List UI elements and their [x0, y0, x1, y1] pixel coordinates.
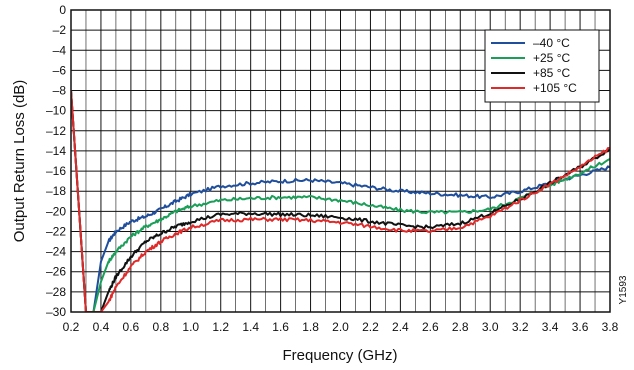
x-tick-label: 3.8	[602, 320, 619, 334]
y-tick-label: 0	[59, 3, 66, 17]
y-tick-label: –2	[53, 23, 67, 37]
y-tick-label: –12	[46, 124, 66, 138]
x-tick-label: 1.0	[182, 320, 199, 334]
y-tick-label: –18	[46, 184, 66, 198]
y-tick-label: –4	[53, 43, 67, 57]
y-tick-label: –6	[53, 63, 67, 77]
x-tick-label: 2.0	[332, 320, 349, 334]
x-tick-label: 0.6	[123, 320, 140, 334]
y-axis-ticks: 0 –2 –4 –6 –8 –10 –12 –14 –16 –18 –20 –22 –24 –26 –28 –…	[46, 3, 66, 319]
plot-frame	[70, 9, 611, 313]
legend-label: –40 °C	[533, 36, 570, 50]
legend-label: +25 °C	[533, 51, 570, 65]
x-axis-label: Frequency (GHz)	[282, 347, 397, 364]
x-tick-label: 1.6	[272, 320, 289, 334]
x-tick-label: 1.2	[212, 320, 229, 334]
y-tick-label: –8	[53, 84, 67, 98]
grid	[70, 9, 611, 313]
x-tick-label: 1.8	[302, 320, 319, 334]
y-tick-label: –30	[46, 305, 66, 319]
x-tick-label: 0.2	[63, 320, 80, 334]
y-tick-label: –16	[46, 164, 66, 178]
x-tick-label: 3.4	[542, 320, 559, 334]
y-tick-label: –26	[46, 265, 66, 279]
legend: –40 °C+25 °C+85 °C+105 °C	[484, 29, 600, 103]
x-tick-label: 2.4	[392, 320, 409, 334]
y-tick-label: –14	[46, 144, 66, 158]
series-line-1	[71, 90, 610, 312]
series-lines	[71, 90, 610, 312]
x-tick-label: 0.4	[93, 320, 110, 334]
y-axis-label: Output Return Loss (dB)	[11, 80, 28, 243]
x-tick-label: 3.6	[572, 320, 589, 334]
legend-label: +105 °C	[533, 81, 577, 95]
series-line-3	[71, 90, 610, 312]
x-tick-label: 2.8	[452, 320, 469, 334]
x-tick-label: 3.0	[482, 320, 499, 334]
x-axis-ticks: 0.2 0.4 0.6 0.8 1.0 1.2 1.4 1.6 1.8 2.0 2.2 2.4 2.6 2…	[63, 320, 619, 334]
y-tick-label: –22	[46, 224, 66, 238]
figure-id-watermark: Y1593	[618, 275, 629, 304]
y-tick-label: –28	[46, 285, 66, 299]
legend-label: +85 °C	[533, 66, 570, 80]
x-tick-label: 3.2	[512, 320, 529, 334]
x-tick-label: 0.8	[152, 320, 169, 334]
x-tick-label: 2.2	[362, 320, 379, 334]
y-tick-label: –24	[46, 245, 66, 259]
y-tick-label: –20	[46, 204, 66, 218]
series-line-0	[71, 90, 610, 312]
x-tick-label: 2.6	[422, 320, 439, 334]
y-tick-label: –10	[46, 104, 66, 118]
x-tick-label: 1.4	[242, 320, 259, 334]
